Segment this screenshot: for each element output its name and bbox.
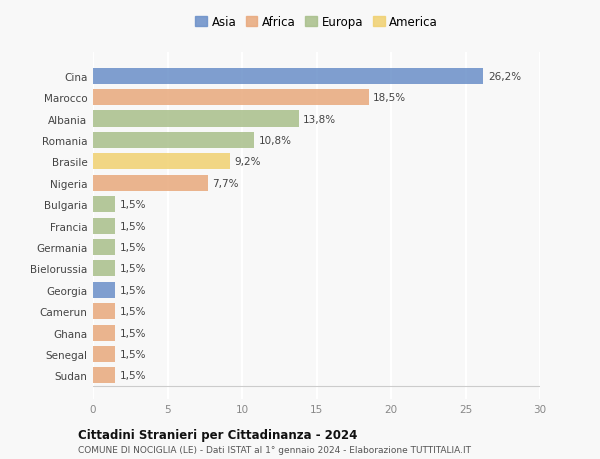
- Bar: [93, 368, 115, 384]
- Legend: Asia, Africa, Europa, America: Asia, Africa, Europa, America: [193, 14, 440, 31]
- Text: 13,8%: 13,8%: [303, 114, 336, 124]
- Text: 9,2%: 9,2%: [235, 157, 261, 167]
- Bar: [93, 133, 254, 149]
- Bar: [93, 90, 368, 106]
- Bar: [93, 325, 115, 341]
- Bar: [93, 240, 115, 255]
- Text: 1,5%: 1,5%: [120, 221, 146, 231]
- Text: 18,5%: 18,5%: [373, 93, 406, 103]
- Bar: [93, 111, 299, 127]
- Text: 1,5%: 1,5%: [120, 242, 146, 252]
- Text: COMUNE DI NOCIGLIA (LE) - Dati ISTAT al 1° gennaio 2024 - Elaborazione TUTTITALI: COMUNE DI NOCIGLIA (LE) - Dati ISTAT al …: [78, 445, 471, 454]
- Bar: [93, 175, 208, 191]
- Text: 1,5%: 1,5%: [120, 264, 146, 274]
- Bar: [93, 154, 230, 170]
- Text: 10,8%: 10,8%: [259, 135, 292, 146]
- Text: 7,7%: 7,7%: [212, 179, 239, 188]
- Text: 1,5%: 1,5%: [120, 370, 146, 381]
- Bar: [93, 303, 115, 319]
- Text: 1,5%: 1,5%: [120, 349, 146, 359]
- Text: 26,2%: 26,2%: [488, 72, 521, 82]
- Bar: [93, 68, 484, 84]
- Text: Cittadini Stranieri per Cittadinanza - 2024: Cittadini Stranieri per Cittadinanza - 2…: [78, 428, 358, 441]
- Bar: [93, 261, 115, 277]
- Text: 1,5%: 1,5%: [120, 285, 146, 295]
- Text: 1,5%: 1,5%: [120, 307, 146, 317]
- Bar: [93, 218, 115, 234]
- Bar: [93, 346, 115, 362]
- Text: 1,5%: 1,5%: [120, 200, 146, 210]
- Text: 1,5%: 1,5%: [120, 328, 146, 338]
- Bar: [93, 282, 115, 298]
- Bar: [93, 197, 115, 213]
